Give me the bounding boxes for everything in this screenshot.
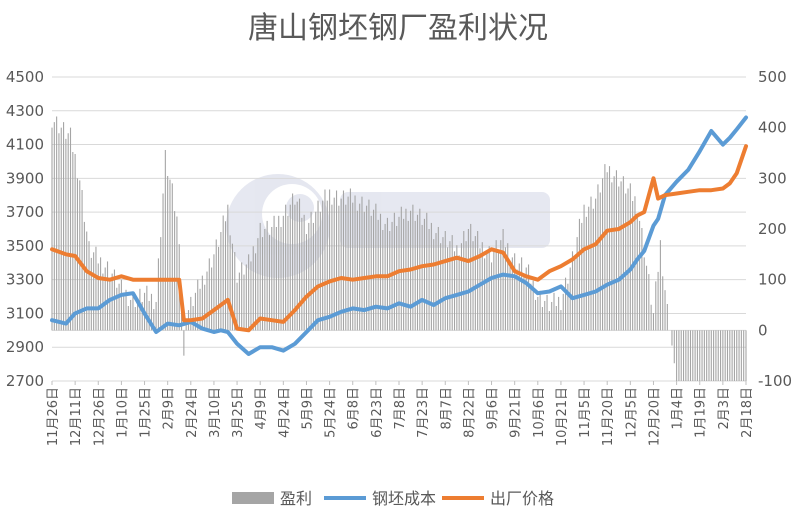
x-tick-label: 7月23日 bbox=[416, 387, 431, 438]
y-left-tick-label: 2900 bbox=[6, 338, 44, 356]
legend-label-cost: 钢坯成本 bbox=[372, 489, 436, 508]
series-lines bbox=[50, 115, 748, 356]
legend: 盈利 钢坯成本 出厂价格 bbox=[232, 489, 554, 508]
x-tick-label: 10月6日 bbox=[532, 387, 547, 438]
x-tick-label: 1月19日 bbox=[694, 387, 709, 438]
x-tick-label: 2月18日 bbox=[740, 387, 755, 438]
x-tick-label: 2月3日 bbox=[717, 387, 732, 430]
y-right-tick-label: 100 bbox=[758, 271, 787, 289]
legend-label-price: 出厂价格 bbox=[490, 489, 554, 508]
x-tick-label: 8月22日 bbox=[462, 387, 477, 438]
series-line-cost bbox=[50, 115, 748, 356]
x-tick-label: 3月25日 bbox=[231, 387, 246, 438]
y-left-tick-label: 3500 bbox=[6, 237, 44, 255]
profit-bars bbox=[51, 116, 747, 381]
legend-swatch-profit bbox=[232, 492, 274, 504]
x-tick-label: 5月9日 bbox=[300, 387, 315, 430]
series-line-price bbox=[50, 144, 748, 333]
y-left-tick-label: 4300 bbox=[6, 102, 44, 120]
x-tick-label: 4月24日 bbox=[277, 387, 292, 438]
x-tick-label: 11月5日 bbox=[578, 387, 593, 438]
x-tick-label: 2月9日 bbox=[162, 387, 177, 430]
legend-label-profit: 盈利 bbox=[280, 489, 312, 508]
x-tick-label: 6月23日 bbox=[370, 387, 385, 438]
x-tick-label: 7月8日 bbox=[393, 387, 408, 430]
y-right-tick-label: -100 bbox=[758, 372, 792, 390]
y-left-tick-label: 4100 bbox=[6, 136, 44, 154]
x-tick-label: 4月9日 bbox=[254, 387, 269, 430]
x-tick-label: 1月10日 bbox=[115, 387, 130, 438]
x-tick-label: 5月24日 bbox=[324, 387, 339, 438]
x-tick-label: 1月25日 bbox=[139, 387, 154, 438]
x-tick-label: 8月7日 bbox=[439, 387, 454, 430]
x-tick-label: 9月6日 bbox=[486, 387, 501, 430]
x-tick-label: 11月20日 bbox=[601, 387, 616, 446]
y-right-tick-label: 0 bbox=[758, 321, 768, 339]
x-tick-label: 9月21日 bbox=[509, 387, 524, 438]
y-left-tick-label: 4500 bbox=[6, 68, 44, 86]
x-tick-label: 12月20日 bbox=[647, 387, 662, 446]
y-left-tick-label: 3900 bbox=[6, 169, 44, 187]
y-right-tick-label: 500 bbox=[758, 68, 787, 86]
y-right-tick-label: 300 bbox=[758, 169, 787, 187]
y-right-tick-label: 200 bbox=[758, 220, 787, 238]
x-tick-label: 10月21日 bbox=[555, 387, 570, 446]
x-tick-label: 11月26日 bbox=[46, 387, 61, 446]
chart-title: 唐山钢坯钢厂盈利状况 bbox=[248, 11, 548, 46]
x-tick-label: 1月4日 bbox=[671, 387, 686, 430]
y-left-axis: 4500 4300 4100 3900 3700 3500 3300 3100 2900 2700 bbox=[6, 68, 44, 390]
x-tick-label: 2月24日 bbox=[185, 387, 200, 438]
x-tick-label: 6月8日 bbox=[347, 387, 362, 430]
x-tick-label: 12月26日 bbox=[92, 387, 107, 446]
y-left-tick-label: 3100 bbox=[6, 304, 44, 322]
x-axis: 11月26日 12月11日 12月26日 1月10日 1月25日 2月9日 2月24日 3月1… bbox=[46, 381, 755, 446]
x-tick-label: 12月11日 bbox=[69, 387, 84, 446]
y-left-tick-label: 3300 bbox=[6, 271, 44, 289]
x-tick-label: 12月5日 bbox=[624, 387, 639, 438]
y-right-tick-label: 400 bbox=[758, 119, 787, 137]
y-left-tick-label: 3700 bbox=[6, 203, 44, 221]
y-right-axis: 500 400 300 200 100 0 -100 bbox=[758, 68, 792, 390]
y-left-tick-label: 2700 bbox=[6, 372, 44, 390]
x-tick-label: 3月10日 bbox=[208, 387, 223, 438]
